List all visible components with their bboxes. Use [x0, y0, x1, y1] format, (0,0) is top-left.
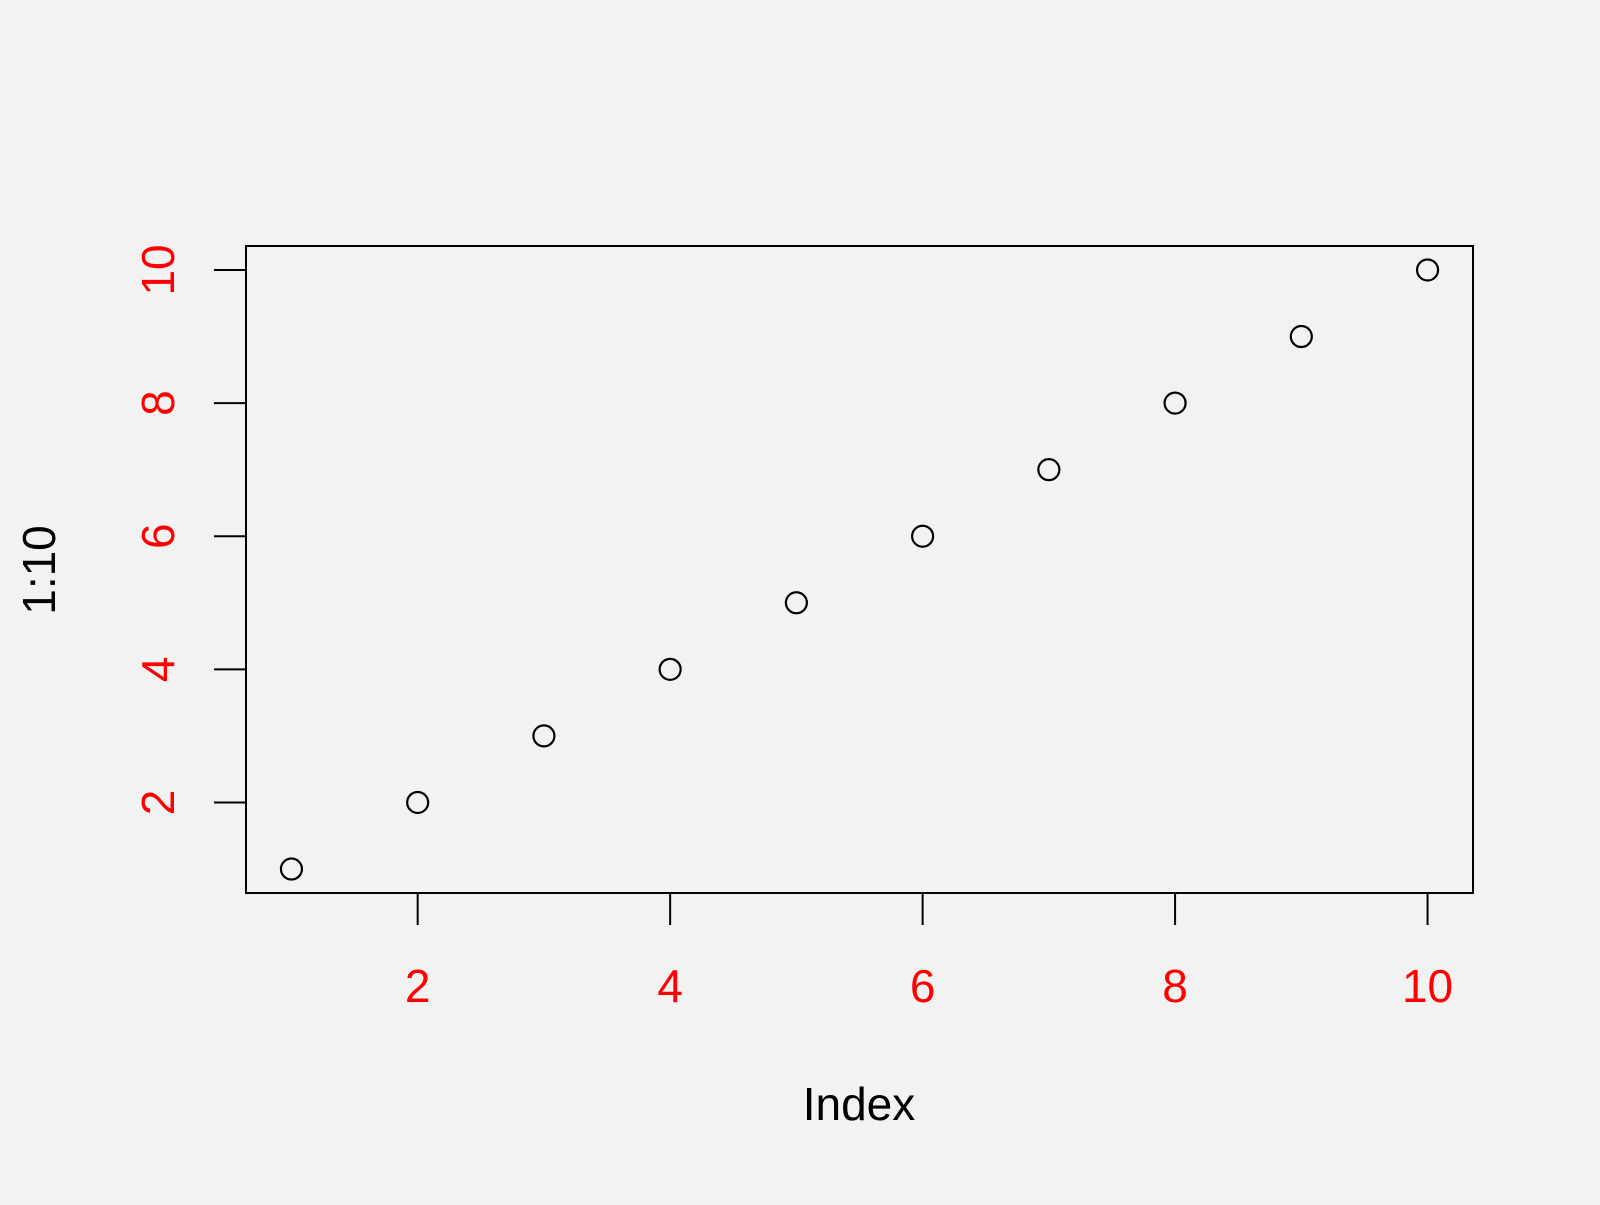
x-tick-label: 4: [657, 960, 683, 1012]
data-point: [1289, 324, 1313, 349]
y-tick-label: 8: [132, 390, 184, 416]
data-point: [911, 524, 935, 548]
y-tick-label: 6: [132, 523, 184, 549]
x-tick-label: 10: [1402, 960, 1453, 1012]
data-point: [532, 724, 556, 748]
y-axis: 2 4 6 8 10: [132, 244, 247, 816]
x-tick-label: 8: [1162, 960, 1188, 1012]
data-point: [406, 790, 430, 815]
y-tick-label: 10: [132, 244, 184, 295]
plot-frame: [245, 245, 1474, 894]
data-point: [1037, 458, 1061, 482]
data-point: [784, 591, 808, 615]
data-point: [1163, 391, 1187, 415]
data-point: [279, 857, 304, 881]
data-point: [658, 657, 682, 681]
y-tick-label: 2: [132, 790, 184, 816]
x-axis: 2 4 6 8 10: [405, 892, 1453, 1012]
x-tick-label: 6: [910, 960, 936, 1012]
y-tick-label: 4: [132, 657, 184, 683]
data-points: [279, 258, 1440, 881]
y-axis-label: 1:10: [13, 525, 65, 615]
data-point: [1415, 258, 1440, 282]
x-axis-label: Index: [803, 1078, 916, 1130]
x-tick-label: 2: [405, 960, 431, 1012]
